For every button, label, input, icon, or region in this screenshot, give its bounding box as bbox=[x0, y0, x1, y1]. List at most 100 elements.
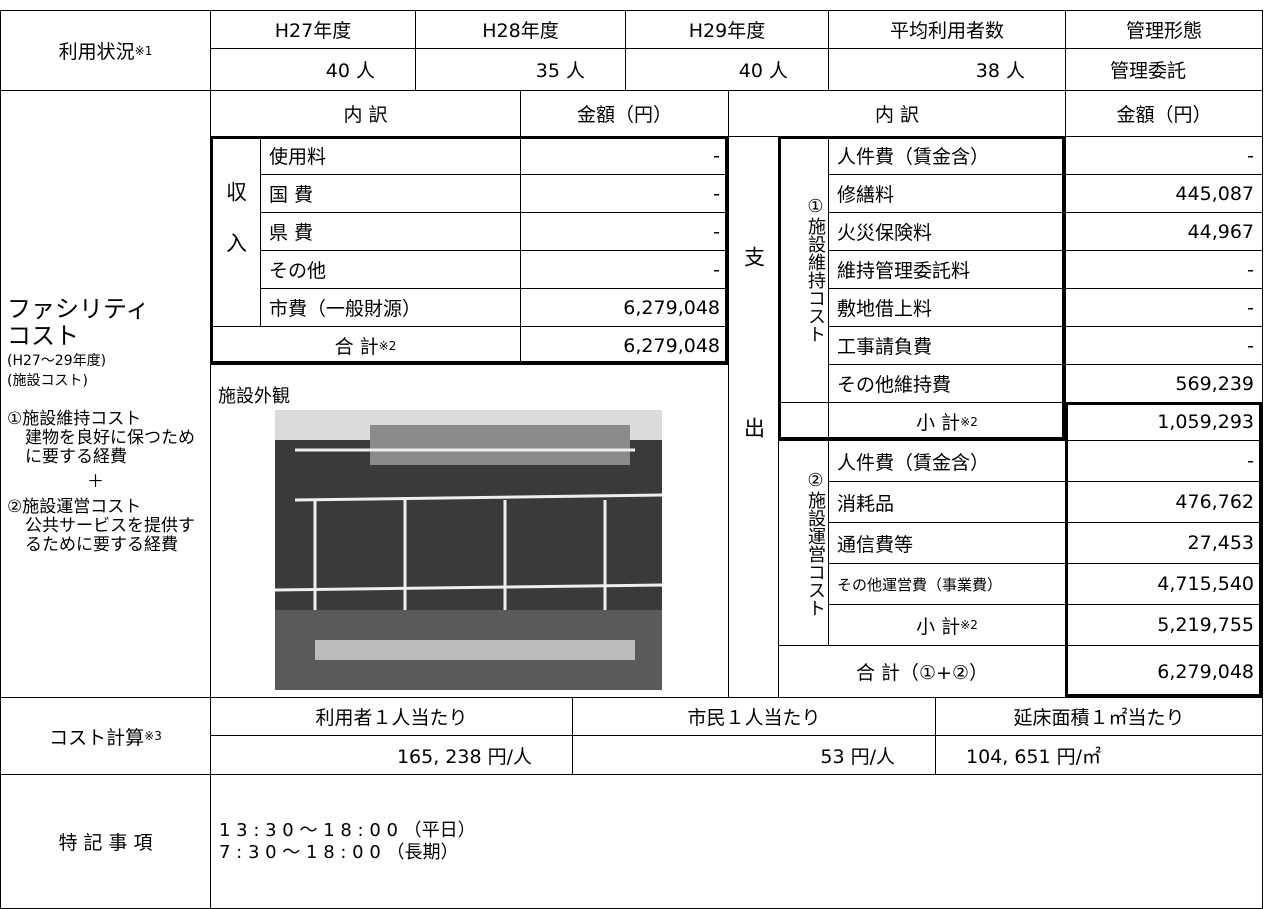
maintenance-amount-text: - bbox=[1247, 144, 1254, 167]
usage-value: 40 人 bbox=[210, 48, 416, 91]
maintenance-item-text: 火災保険料 bbox=[837, 222, 933, 244]
income-total-text: 6,279,048 bbox=[623, 334, 720, 357]
usage-header: H29年度 bbox=[625, 10, 829, 49]
maintenance-item-text: 人件費（賃金含） bbox=[837, 146, 990, 168]
remark-line: 1 3 : 3 0 ～ 1 8 : 0 0 （平日） bbox=[219, 819, 476, 841]
note-line: ②施設運営コスト bbox=[7, 497, 142, 517]
maintenance-amount-text: 44,967 bbox=[1187, 220, 1254, 243]
usage-header: 管理形態 bbox=[1065, 10, 1263, 49]
total-text: 6,279,048 bbox=[1157, 660, 1254, 683]
income-amount-text: - bbox=[713, 182, 720, 205]
usage-header-text: H29年度 bbox=[688, 20, 766, 42]
scope: (施設コスト) bbox=[7, 373, 88, 389]
facility-title: コスト bbox=[7, 322, 79, 350]
note-mark: ※1 bbox=[134, 43, 153, 58]
usage-value-text: 35 人 bbox=[535, 60, 585, 82]
maintenance-label-text: ①施設維持コスト bbox=[805, 196, 826, 343]
maintenance-item-text: 工事請負費 bbox=[837, 336, 933, 358]
usage-label: 利用状況 ※1 bbox=[0, 10, 211, 91]
breakdown-header-text: 内 訳 bbox=[874, 104, 920, 126]
maintenance-item-text: 敷地借上料 bbox=[837, 298, 933, 320]
cost-calc-label-text: コスト計算 bbox=[49, 726, 145, 749]
income-item-text: 使用料 bbox=[269, 146, 327, 168]
cost-calc-header: 利用者１人当たり bbox=[210, 697, 573, 736]
subtotal-label-text: 小 計 bbox=[916, 615, 961, 638]
maintenance-amount: 44,967 bbox=[1065, 212, 1263, 251]
total-label-text: 合 計（①+②） bbox=[855, 662, 989, 684]
maintenance-amount-text: 445,087 bbox=[1175, 182, 1254, 205]
usage-header-text: H27年度 bbox=[274, 20, 352, 42]
note-line: 公共サービスを提供するために要する経費 bbox=[25, 516, 195, 555]
note-line: ①施設維持コスト bbox=[7, 409, 142, 429]
note-mark: ※3 bbox=[144, 729, 162, 743]
income-amount-text: - bbox=[713, 144, 720, 167]
usage-value: 40 人 bbox=[625, 48, 829, 91]
maintenance-amount: 445,087 bbox=[1065, 174, 1263, 213]
operation-item-text: その他運営費（事業費） bbox=[837, 575, 1003, 594]
maintenance-amount: - bbox=[1065, 136, 1263, 175]
usage-value: 38 人 bbox=[828, 48, 1066, 91]
expenditure-label: 支出 bbox=[728, 136, 779, 698]
usage-header: H28年度 bbox=[415, 10, 626, 49]
usage-header: H27年度 bbox=[210, 10, 416, 49]
cost-calc-value-text: 53 円/人 bbox=[820, 745, 895, 768]
breakdown-header: 内 訳 bbox=[210, 90, 521, 137]
income-amount-text: - bbox=[713, 258, 720, 281]
usage-header-text: 平均利用者数 bbox=[889, 20, 1004, 42]
operation-label: ②施設運営コスト bbox=[778, 440, 829, 646]
income-item-text: 国 費 bbox=[269, 184, 314, 206]
breakdown-header: 内 訳 bbox=[728, 90, 1066, 137]
thick-frame bbox=[1065, 402, 1262, 697]
maintenance-amount-text: - bbox=[1247, 258, 1254, 281]
cost-calc-value: 165, 238 円/人 bbox=[210, 735, 573, 775]
amount-header: 金額（円） bbox=[1065, 90, 1263, 137]
usage-value-text: 40 人 bbox=[738, 60, 788, 82]
operation-amount-text: 27,453 bbox=[1187, 532, 1254, 554]
operation-amount-text: 4,715,540 bbox=[1157, 573, 1254, 595]
cost-calc-value: 53 円/人 bbox=[572, 735, 936, 775]
cost-calc-header-text: 利用者１人当たり bbox=[315, 707, 468, 729]
remarks-label-text: 特 記 事 項 bbox=[58, 832, 153, 854]
maintenance-amount-text: - bbox=[1247, 334, 1254, 357]
cost-calc-value-text: 165, 238 円/人 bbox=[396, 745, 532, 768]
cost-calc-header: 市民１人当たり bbox=[572, 697, 936, 736]
usage-value-text: 40 人 bbox=[325, 60, 375, 82]
thick-frame bbox=[778, 136, 1065, 440]
operation-item: 人件費（賃金含） bbox=[828, 440, 1066, 482]
facility-label: ファシリティ コスト (H27～29年度) (施設コスト) ①施設維持コスト 建物を良好に… bbox=[0, 90, 211, 698]
usage-header: 平均利用者数 bbox=[828, 10, 1066, 49]
note-mark: ※2 bbox=[960, 618, 978, 632]
breakdown-header-text: 内 訳 bbox=[343, 104, 388, 126]
maintenance-amount: - bbox=[1065, 288, 1263, 327]
usage-value-text: 38 人 bbox=[975, 60, 1025, 82]
subtotal-label: 小 計 ※2 bbox=[828, 604, 1066, 646]
maintenance-amount: - bbox=[1065, 326, 1263, 365]
subtotal-text: 1,059,293 bbox=[1157, 410, 1254, 433]
expenditure-label-text: 支出 bbox=[741, 246, 766, 588]
operation-item: 消耗品 bbox=[828, 481, 1066, 523]
cost-calc-header: 延床面積１㎡当たり bbox=[935, 697, 1263, 736]
income-item-text: 県 費 bbox=[269, 222, 314, 244]
maintenance-item-text: 修繕料 bbox=[837, 184, 895, 206]
maintenance-amount: - bbox=[1065, 250, 1263, 289]
note-line: 建物を良好に保つために要する経費 bbox=[25, 428, 195, 467]
income-item-text: 市費（一般財源） bbox=[269, 298, 422, 320]
maintenance-amount-text: - bbox=[1247, 296, 1254, 319]
total-label: 合 計（①+②） bbox=[778, 645, 1066, 698]
operation-item-text: 人件費（賃金含） bbox=[837, 451, 990, 474]
usage-value: 管理委託 bbox=[1065, 48, 1263, 91]
facility-title: ファシリティ bbox=[7, 295, 150, 323]
thick-frame bbox=[210, 136, 728, 364]
note-mark: ※2 bbox=[378, 338, 397, 353]
operation-item-text: 消耗品 bbox=[837, 492, 895, 515]
cost-calc-value-text: 104, 651 円/㎡ bbox=[966, 745, 1102, 768]
amount-header: 金額（円） bbox=[520, 90, 729, 137]
subtotal-text: 5,219,755 bbox=[1157, 614, 1254, 636]
period: (H27～29年度) bbox=[7, 353, 107, 369]
income-label-text: 収入 bbox=[223, 180, 248, 283]
maintenance-amount-text: 569,239 bbox=[1175, 372, 1254, 395]
maintenance-amount: 569,239 bbox=[1065, 364, 1263, 403]
usage-value-text: 管理委託 bbox=[1109, 60, 1186, 82]
usage-label-text: 利用状況 bbox=[58, 41, 135, 63]
